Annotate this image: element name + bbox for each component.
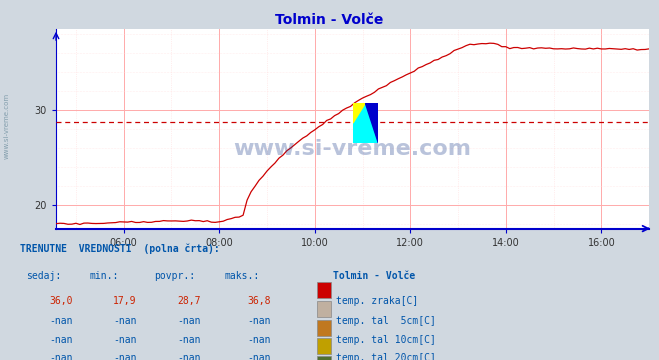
Text: -nan: -nan xyxy=(177,316,201,326)
Text: -nan: -nan xyxy=(49,316,73,326)
Text: -nan: -nan xyxy=(248,334,271,345)
Text: Tolmin - Volče: Tolmin - Volče xyxy=(333,271,415,281)
Text: -nan: -nan xyxy=(248,316,271,326)
Text: min.:: min.: xyxy=(90,271,119,281)
Text: sedaj:: sedaj: xyxy=(26,271,61,281)
Text: -nan: -nan xyxy=(177,353,201,360)
FancyBboxPatch shape xyxy=(317,356,331,360)
Text: -nan: -nan xyxy=(113,316,137,326)
Text: 36,0: 36,0 xyxy=(49,297,73,306)
Text: -nan: -nan xyxy=(177,334,201,345)
FancyBboxPatch shape xyxy=(317,338,331,354)
Text: www.si-vreme.com: www.si-vreme.com xyxy=(233,139,472,159)
Text: -nan: -nan xyxy=(248,353,271,360)
Text: temp. tal 10cm[C]: temp. tal 10cm[C] xyxy=(336,334,436,345)
Text: 28,7: 28,7 xyxy=(177,297,201,306)
FancyBboxPatch shape xyxy=(317,301,331,317)
Text: povpr.:: povpr.: xyxy=(154,271,195,281)
Text: Tolmin - Volče: Tolmin - Volče xyxy=(275,13,384,27)
Text: temp. zraka[C]: temp. zraka[C] xyxy=(336,297,418,306)
Text: temp. tal 20cm[C]: temp. tal 20cm[C] xyxy=(336,353,436,360)
Text: temp. tal  5cm[C]: temp. tal 5cm[C] xyxy=(336,316,436,326)
Text: -nan: -nan xyxy=(113,334,137,345)
Text: 36,8: 36,8 xyxy=(248,297,271,306)
FancyBboxPatch shape xyxy=(317,282,331,298)
Text: maks.:: maks.: xyxy=(224,271,260,281)
Text: 17,9: 17,9 xyxy=(113,297,137,306)
FancyBboxPatch shape xyxy=(317,320,331,336)
Text: -nan: -nan xyxy=(49,353,73,360)
Text: -nan: -nan xyxy=(113,353,137,360)
Text: -nan: -nan xyxy=(49,334,73,345)
Text: TRENUTNE  VREDNOSTI  (polna črta):: TRENUTNE VREDNOSTI (polna črta): xyxy=(20,243,219,254)
Text: www.si-vreme.com: www.si-vreme.com xyxy=(3,93,10,159)
